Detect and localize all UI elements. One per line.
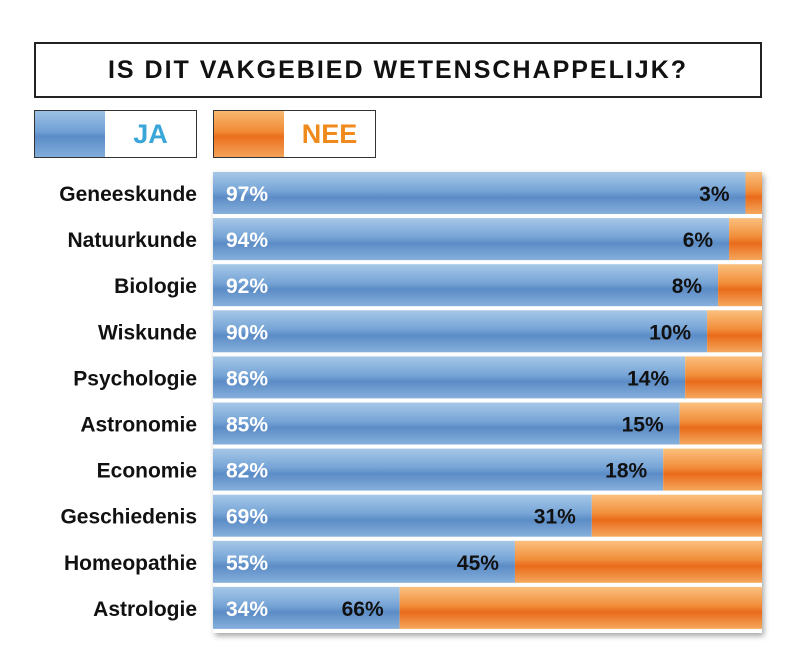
- bar-ja-9: [213, 586, 400, 629]
- bar-ja-5: [213, 402, 680, 445]
- category-label-3: Wiskunde: [98, 321, 197, 344]
- category-label-7: Geschiedenis: [60, 506, 197, 529]
- bar-ja-1: [213, 218, 730, 261]
- category-label-9: Astrologie: [93, 598, 197, 621]
- data-label-nee-1: 6%: [683, 229, 714, 252]
- bar-nee-5: [679, 402, 762, 445]
- bar-nee-9: [399, 586, 762, 629]
- bar-nee-0: [745, 172, 762, 214]
- bar-ja-6: [213, 448, 664, 491]
- bar-ja-3: [213, 310, 708, 353]
- data-label-nee-8: 45%: [457, 552, 499, 575]
- data-label-nee-5: 15%: [622, 414, 664, 437]
- category-label-6: Economie: [97, 460, 197, 483]
- bar-ja-0: [213, 172, 746, 214]
- category-label-8: Homeopathie: [64, 552, 197, 575]
- chart-title: IS DIT VAKGEBIED WETENSCHAPPELIJK?: [107, 55, 689, 84]
- data-label-ja-0: 97%: [226, 183, 268, 206]
- bar-nee-7: [591, 494, 762, 537]
- category-label-2: Biologie: [114, 275, 197, 298]
- data-label-nee-2: 8%: [672, 275, 703, 298]
- category-label-1: Natuurkunde: [67, 229, 197, 252]
- data-label-nee-4: 14%: [627, 367, 669, 390]
- bar-nee-3: [707, 310, 762, 353]
- category-label-4: Psychologie: [73, 367, 197, 390]
- data-label-nee-3: 10%: [649, 321, 691, 344]
- bar-nee-8: [514, 540, 762, 583]
- legend-label-nee: NEE: [301, 118, 358, 149]
- legend-label-ja: JA: [133, 118, 168, 149]
- legend-swatch-ja: [35, 111, 105, 157]
- bar-nee-2: [718, 264, 762, 307]
- data-label-nee-0: 3%: [699, 183, 730, 206]
- category-label-0: Geneeskunde: [59, 183, 197, 206]
- chart-title-box: IS DIT VAKGEBIED WETENSCHAPPELIJK?: [34, 42, 762, 98]
- bar-ja-4: [213, 356, 686, 399]
- data-label-ja-8: 55%: [226, 552, 268, 575]
- data-label-nee-6: 18%: [605, 460, 647, 483]
- data-label-ja-7: 69%: [226, 506, 268, 529]
- data-label-ja-9: 34%: [226, 598, 268, 621]
- bar-nee-4: [685, 356, 762, 399]
- data-label-ja-4: 86%: [226, 367, 268, 390]
- bar-nee-6: [663, 448, 762, 491]
- bar-ja-8: [213, 540, 515, 583]
- bar-ja-7: [213, 494, 592, 537]
- legend-item-ja: JA: [34, 110, 197, 158]
- data-label-ja-6: 82%: [226, 460, 268, 483]
- category-label-5: Astronomie: [80, 414, 197, 437]
- bar-nee-1: [729, 218, 762, 261]
- data-label-ja-5: 85%: [226, 414, 268, 437]
- bar-ja-2: [213, 264, 719, 307]
- data-label-nee-7: 31%: [534, 506, 576, 529]
- data-label-nee-9: 66%: [342, 598, 384, 621]
- data-label-ja-2: 92%: [226, 275, 268, 298]
- data-label-ja-1: 94%: [226, 229, 268, 252]
- legend-swatch-nee: [214, 111, 284, 157]
- legend-item-nee: NEE: [213, 110, 376, 158]
- data-label-ja-3: 90%: [226, 321, 268, 344]
